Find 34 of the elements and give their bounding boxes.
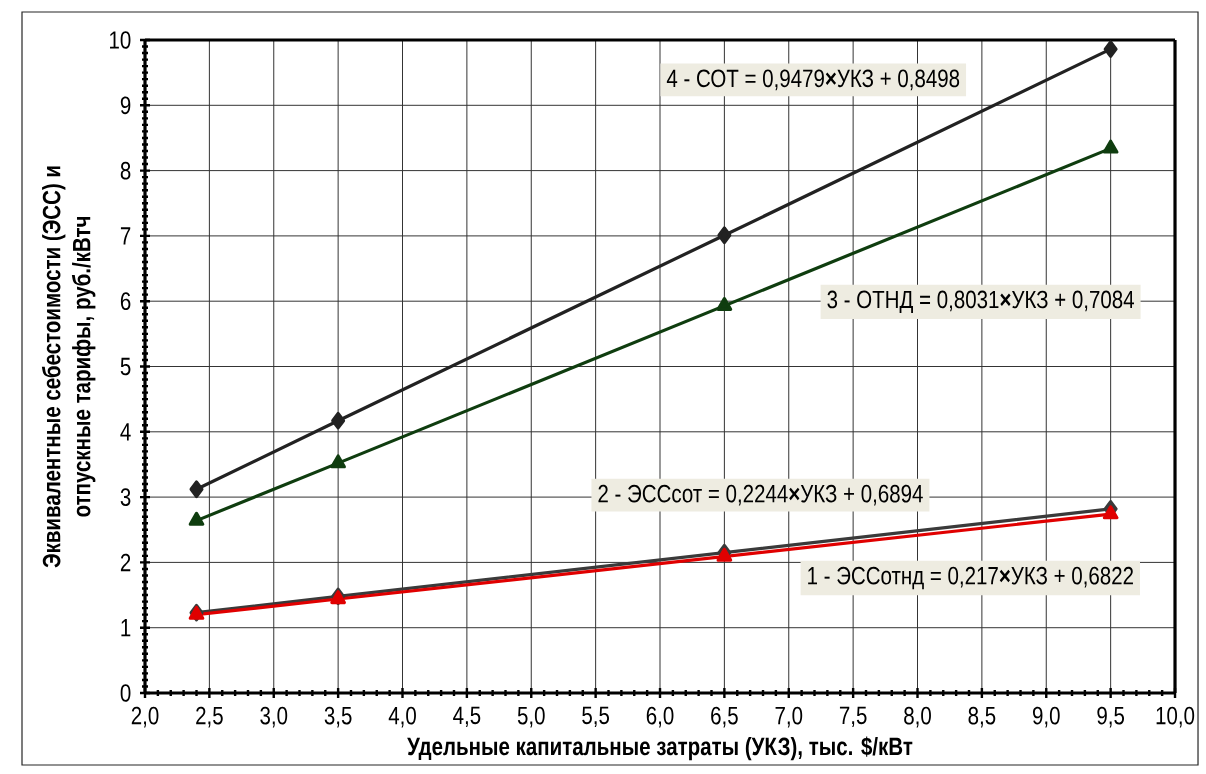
x-tick-label: 7,0	[775, 706, 803, 728]
annotation: 2 - ЭССсот = 0,2244×УКЗ + 0,6894	[598, 484, 923, 506]
x-tick-label: 3,0	[260, 706, 288, 728]
annotation: 3 - ОТНД = 0,8031×УКЗ + 0,7084	[827, 290, 1134, 314]
x-tick-label: 7,5	[839, 706, 867, 728]
x-tick-label: 5,0	[517, 706, 545, 728]
x-tick-label: 8,5	[968, 706, 996, 728]
x-tick-label: 10,0	[1156, 706, 1195, 728]
y-tick-label: 0	[120, 684, 131, 702]
x-tick-label: 9,0	[1032, 706, 1060, 728]
y-tick-label: 6	[120, 292, 131, 311]
x-axis-title: Удельные капитальные затраты (УКЗ), тыс. $/кВт	[407, 736, 913, 761]
y-axis-title: Эквивалентные себестоимости (ЭСС) и отпускные тарифы, руб./кВтч	[41, 166, 96, 568]
y-tick-label: 7	[120, 227, 131, 245]
annotation: 4 - СОТ = 0,9479×УКЗ + 0,8498	[666, 69, 960, 91]
y-tick-label: 10	[110, 31, 131, 49]
x-tick-label: 6,0	[646, 706, 674, 728]
annotation: 1 - ЭССотнд = 0,217×УКЗ + 0,6822	[808, 566, 1133, 590]
y-tick-label: 4	[120, 423, 131, 441]
x-tick-label: 5,5	[582, 706, 610, 728]
x-tick-label: 6,5	[711, 706, 738, 728]
x-tick-label: 4,0	[388, 706, 416, 728]
x-tick-label: 3,5	[324, 706, 352, 728]
y-tick-label: 9	[120, 96, 131, 115]
x-tick-label: 2,0	[131, 706, 159, 728]
y-tick-label: 1	[121, 619, 131, 637]
x-tick-label: 9,5	[1097, 706, 1125, 728]
y-tick-label: 3	[120, 488, 131, 506]
x-tick-label: 8,0	[904, 706, 931, 728]
y-tick-label: 8	[120, 161, 131, 180]
y-tick-label: 2	[120, 553, 131, 572]
y-tick-label: 5	[120, 357, 131, 376]
x-tick-label: 4,5	[453, 706, 481, 728]
x-tick-label: 2,5	[196, 706, 223, 728]
